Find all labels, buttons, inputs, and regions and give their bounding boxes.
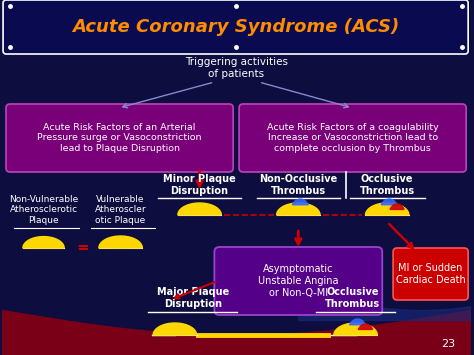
Polygon shape [334, 323, 377, 335]
Text: Non-Vulnerable
Atherosclerotic
Plaque: Non-Vulnerable Atherosclerotic Plaque [9, 195, 78, 225]
Text: Asymptomatic
Unstable Angina
or Non-Q-MI: Asymptomatic Unstable Angina or Non-Q-MI [258, 264, 338, 297]
FancyBboxPatch shape [3, 0, 468, 54]
Text: =: = [77, 240, 90, 256]
Polygon shape [178, 203, 221, 215]
Polygon shape [358, 324, 373, 329]
Text: Non-Occlusive
Thrombus: Non-Occlusive Thrombus [259, 174, 337, 196]
Polygon shape [153, 323, 197, 335]
Polygon shape [390, 204, 404, 209]
Polygon shape [365, 203, 409, 215]
Polygon shape [381, 199, 397, 205]
Text: Acute Risk Factors of an Arterial
Pressure surge or Vasoconstriction
lead to Pla: Acute Risk Factors of an Arterial Pressu… [37, 123, 202, 153]
FancyBboxPatch shape [6, 104, 233, 172]
Polygon shape [292, 199, 308, 205]
Text: Occlusive
Thrombus: Occlusive Thrombus [325, 287, 380, 309]
Text: Acute Coronary Syndrome (ACS): Acute Coronary Syndrome (ACS) [73, 18, 400, 36]
Text: Vulnerable
Atheroscler
otic Plaque: Vulnerable Atheroscler otic Plaque [95, 195, 146, 225]
Text: MI or Sudden
Cardiac Death: MI or Sudden Cardiac Death [396, 263, 465, 285]
Text: Occlusive
Thrombus: Occlusive Thrombus [360, 174, 415, 196]
Text: Minor Plaque
Disruption: Minor Plaque Disruption [163, 174, 236, 196]
Text: Major Plaque
Disruption: Major Plaque Disruption [156, 287, 229, 309]
Text: Acute Risk Factors of a coagulability
Increase or Vasoconstriction lead to
compl: Acute Risk Factors of a coagulability In… [267, 123, 438, 153]
Polygon shape [277, 203, 320, 215]
Text: 23: 23 [441, 339, 456, 349]
FancyBboxPatch shape [239, 104, 466, 172]
FancyBboxPatch shape [214, 247, 382, 315]
Polygon shape [349, 319, 365, 325]
Polygon shape [23, 236, 64, 248]
FancyBboxPatch shape [393, 248, 468, 300]
Polygon shape [99, 236, 142, 248]
Text: Triggering activities
of patients: Triggering activities of patients [184, 57, 288, 79]
